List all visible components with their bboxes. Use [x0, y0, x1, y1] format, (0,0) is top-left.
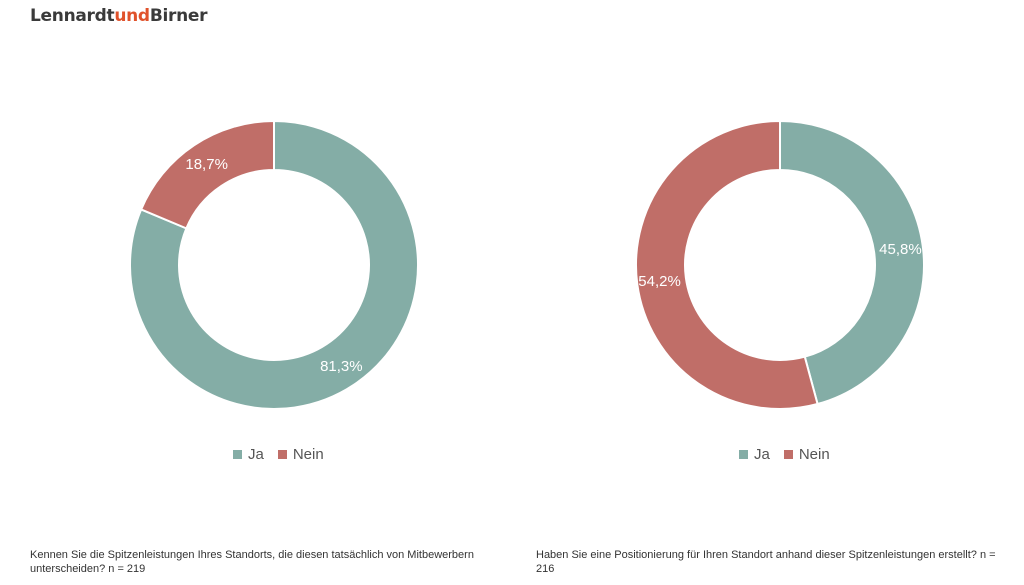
slice-label-ja-left: 81,3%: [320, 358, 363, 375]
brand-part2: und: [114, 6, 150, 26]
slice-nein-left: [139, 119, 275, 230]
slice-ja-left: [129, 119, 419, 410]
legend-swatch-nein-left: [277, 450, 287, 459]
legend-label-nein-right: Nein: [798, 446, 830, 463]
legend-left: Ja Nein: [233, 446, 338, 463]
caption-left: Kennen Sie die Spitzenleistungen Ihres S…: [30, 549, 474, 575]
legend-swatch-ja-right: [739, 450, 748, 459]
slice-label-nein-right: 54,2%: [638, 273, 681, 290]
caption-right: Haben Sie eine Positionierung für Ihren …: [536, 549, 996, 575]
brand-logo: LennardtundBirner: [30, 6, 208, 26]
brand-part1: Lennardt: [30, 6, 115, 26]
legend-label-nein-left: Nein: [292, 446, 324, 463]
slice-label-ja-right: 45,8%: [879, 241, 922, 258]
legend-item-ja-left: Ja: [233, 446, 264, 463]
legend-item-nein-right: Nein: [783, 446, 830, 463]
legend-swatch-nein-right: [783, 450, 793, 459]
legend-label-ja-left: Ja: [248, 446, 264, 463]
legend-item-nein-left: Nein: [277, 446, 324, 463]
slice-label-nein-left: 18,7%: [185, 156, 228, 173]
legend-swatch-ja-left: [233, 450, 242, 459]
legend-label-ja-right: Ja: [754, 446, 770, 463]
legend-right: Ja Nein: [739, 446, 844, 463]
legend-item-ja-right: Ja: [739, 446, 770, 463]
slice-nein-right: [635, 119, 819, 410]
slice-ja-right: [779, 119, 925, 406]
brand-part3: Birner: [149, 6, 208, 26]
